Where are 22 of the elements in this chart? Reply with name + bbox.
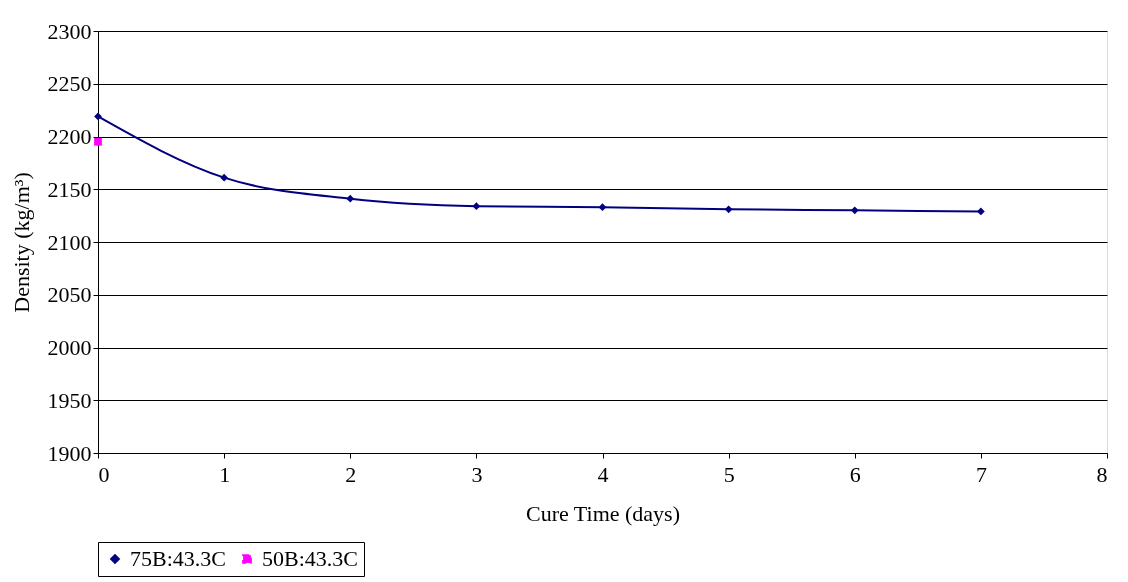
x-tick-label: 5 [723, 461, 735, 487]
x-tick-label: 0 [98, 461, 110, 487]
y-tick-label: 2150 [47, 176, 92, 202]
x-tick-label: 1 [219, 461, 231, 487]
y-axis-title: Density (kg/m³) [8, 172, 34, 313]
x-tick-label: 2 [345, 461, 357, 487]
x-tick-label: 3 [471, 461, 483, 487]
y-tick-label: 2050 [47, 282, 92, 308]
y-tick-label: 2200 [47, 124, 92, 149]
x-tick-label: 7 [975, 461, 987, 487]
y-tick-label: 2250 [47, 71, 92, 97]
legend-label: 50B:43.3C [262, 546, 358, 571]
x-tick-label: 4 [597, 461, 609, 487]
y-tick-label: 1950 [47, 387, 92, 413]
y-tick-label: 2300 [47, 18, 92, 44]
x-tick-label: 8 [1096, 461, 1108, 487]
x-axis-title: Cure Time (days) [526, 500, 680, 526]
y-tick-label: 2000 [47, 335, 92, 360]
legend-label: 75B:43.3C [130, 546, 226, 571]
x-tick-label: 6 [849, 461, 861, 487]
y-tick-label: 2100 [47, 229, 92, 255]
y-tick-label: 1900 [47, 440, 92, 466]
